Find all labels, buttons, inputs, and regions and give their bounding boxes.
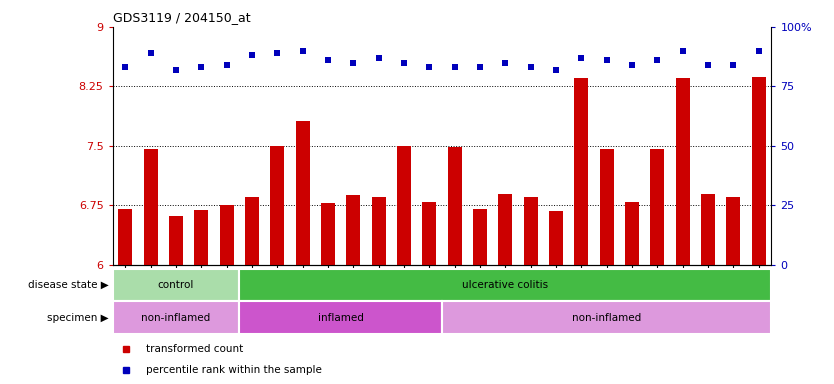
Bar [676,78,690,265]
Bar [296,121,309,265]
Point [701,62,715,68]
Bar [113,301,239,334]
Text: disease state ▶: disease state ▶ [28,280,108,290]
Point [726,62,740,68]
Bar [442,301,771,334]
Bar [239,301,442,334]
Text: non-inflamed: non-inflamed [141,313,210,323]
Point [524,64,537,70]
Point [321,57,334,63]
Bar [499,194,512,265]
Point [270,50,284,56]
Point [499,60,512,66]
Bar [448,147,462,265]
Bar [473,209,487,265]
Point [651,57,664,63]
Point [397,60,410,66]
Point [626,62,639,68]
Text: specimen ▶: specimen ▶ [47,313,108,323]
Bar [626,202,639,265]
Bar [549,211,563,265]
Text: percentile rank within the sample: percentile rank within the sample [146,365,321,375]
Bar [118,209,133,265]
Bar [651,149,665,265]
Point [372,55,385,61]
Point [676,48,690,54]
Point [448,64,461,70]
Bar [113,269,239,301]
Point [752,48,766,54]
Text: transformed count: transformed count [146,344,243,354]
Text: non-inflamed: non-inflamed [572,313,641,323]
Bar [397,146,411,265]
Bar [321,203,335,265]
Point [296,48,309,54]
Bar [524,197,538,265]
Text: inflamed: inflamed [318,313,364,323]
Point [169,67,183,73]
Bar [270,146,284,265]
Bar [372,197,385,265]
Point [194,64,208,70]
Text: ulcerative colitis: ulcerative colitis [462,280,549,290]
Point [118,64,132,70]
Point [347,60,360,66]
Point [423,64,436,70]
Point [575,55,588,61]
Bar [239,269,771,301]
Point [600,57,613,63]
Bar [143,149,158,265]
Bar [346,195,360,265]
Text: control: control [158,280,194,290]
Point [474,64,487,70]
Bar [245,197,259,265]
Bar [701,194,715,265]
Point [245,52,259,58]
Point [144,50,158,56]
Bar [751,77,766,265]
Bar [219,205,234,265]
Point [220,62,234,68]
Bar [422,202,436,265]
Bar [575,78,588,265]
Bar [194,210,208,265]
Bar [726,197,741,265]
Point [550,67,563,73]
Bar [600,149,614,265]
Bar [169,216,183,265]
Text: GDS3119 / 204150_at: GDS3119 / 204150_at [113,11,250,24]
